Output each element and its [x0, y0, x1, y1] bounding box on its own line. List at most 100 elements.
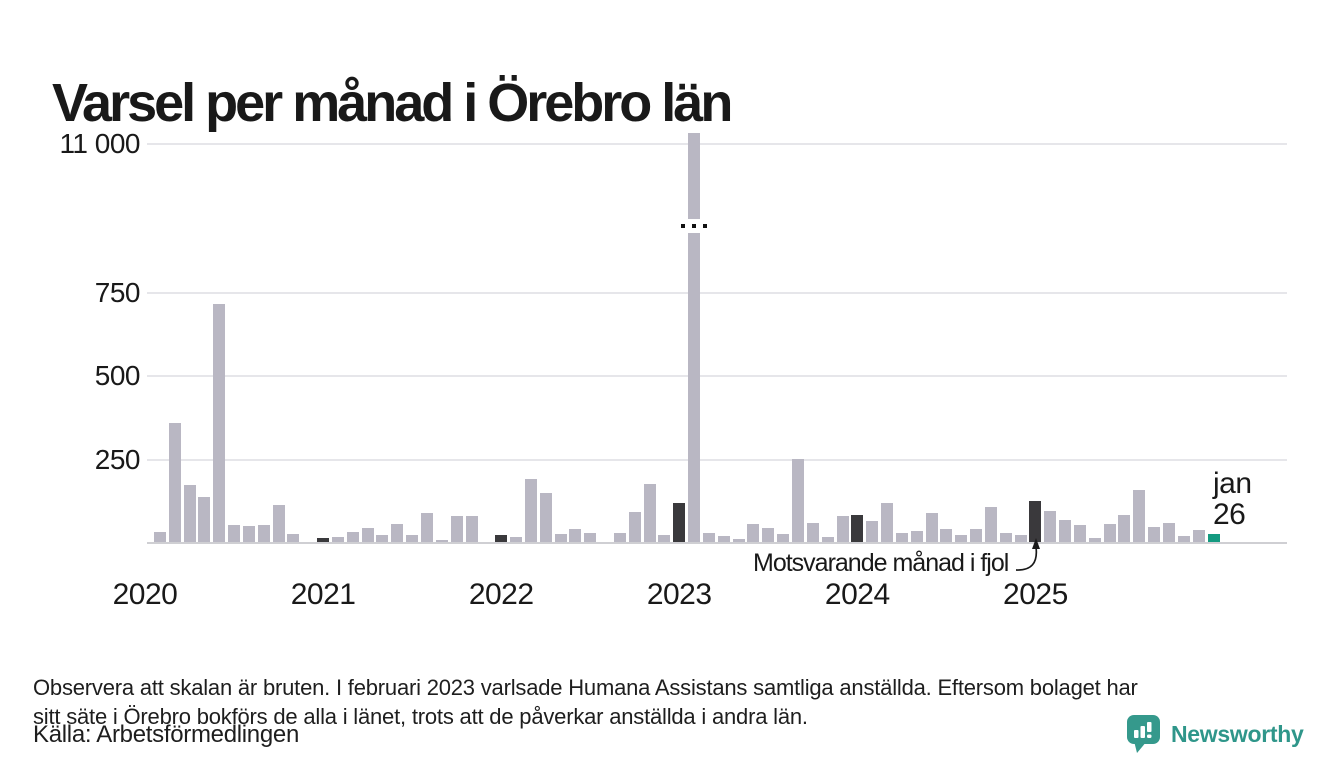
bar-2023-01 — [673, 503, 686, 542]
bar-2020-09 — [257, 525, 270, 542]
x-axis-year-label-2022: 2022 — [468, 578, 534, 611]
bar-2021-01 — [317, 538, 330, 542]
bar-2024-09 — [970, 529, 982, 542]
bar-2025-07 — [1118, 515, 1131, 542]
chart-title: Varsel per månad i Örebro län — [52, 73, 733, 134]
bar-2020-03 — [168, 423, 181, 542]
bar-2023-07 — [762, 528, 775, 542]
bar-2022-11 — [643, 484, 656, 542]
bar-2021-09 — [435, 540, 448, 542]
bar-2022-03 — [524, 479, 537, 542]
bar-2022-07 — [584, 533, 597, 542]
bar-2024-04 — [895, 533, 908, 542]
y-axis-tick-label: 750 — [94, 277, 141, 308]
bar-2023-05 — [732, 539, 745, 542]
bar-2021-02 — [331, 537, 344, 542]
bar-2025-04 — [1073, 525, 1086, 542]
current-month-label-month: jan — [1213, 467, 1252, 500]
x-axis-year-label-2025: 2025 — [1003, 578, 1068, 611]
bar-2024-08 — [955, 535, 968, 542]
x-axis-year-label-2023: 2023 — [646, 578, 712, 611]
bar-2020-06 — [213, 304, 226, 542]
newsworthy-bar-chart-bubble-icon — [1127, 715, 1160, 753]
bar-2024-11 — [999, 533, 1012, 542]
y-axis-tick-label: 11 000 — [59, 128, 140, 159]
current-month-label-year: 26 — [1213, 498, 1246, 531]
bar-2021-10 — [450, 516, 463, 542]
bar-2020-05 — [198, 497, 211, 542]
bar-2024-07 — [940, 529, 953, 542]
gridline-11000 — [147, 143, 1287, 145]
bar-2025-12 — [1192, 530, 1205, 542]
bar-2024-02 — [866, 521, 879, 542]
bar-2022-04 — [539, 493, 552, 542]
newsworthy-logo: Newsworthy — [1126, 714, 1304, 754]
bar-2022-09 — [613, 533, 626, 542]
bar-2025-11 — [1177, 536, 1190, 542]
bar-2023-12 — [836, 516, 849, 542]
gridline-750 — [147, 292, 1287, 294]
bar-2023-04 — [717, 536, 730, 542]
bar-2021-11 — [465, 516, 478, 542]
bar-2020-02 — [153, 532, 166, 542]
bar-2024-12 — [1014, 535, 1027, 542]
bar-2023-10 — [806, 523, 819, 542]
bar-2020-07 — [228, 525, 240, 542]
bar-2023-08 — [777, 534, 790, 542]
footnote-line-1: Observera att skalan är bruten. I februa… — [33, 675, 1138, 700]
x-axis-year-label-2024: 2024 — [824, 578, 890, 611]
y-axis-tick-label: 500 — [94, 360, 141, 392]
bar-2025-08 — [1133, 490, 1146, 542]
bar-2022-10 — [628, 512, 641, 542]
bar-2022-06 — [569, 529, 582, 542]
bar-2021-04 — [361, 528, 374, 542]
bar-2025-02 — [1044, 511, 1057, 542]
bar-2025-01 — [1029, 501, 1042, 542]
bar-2021-08 — [421, 513, 433, 542]
bar-2023-06 — [747, 524, 760, 542]
y-axis-tick-label: 250 — [94, 443, 141, 475]
bar-2023-02-upper — [688, 133, 701, 219]
gridline-250 — [147, 458, 1287, 461]
x-axis-year-label-2020: 2020 — [112, 578, 178, 611]
bar-2023-03 — [702, 533, 715, 542]
bar-2025-09 — [1148, 527, 1161, 542]
bar-2024-01 — [851, 515, 864, 542]
x-axis-year-label-2021: 2021 — [290, 578, 356, 611]
scale-break-dots — [692, 224, 697, 228]
footnote-line-2: sitt säte i Örebro bokförs de alla i län… — [33, 704, 808, 729]
bar-2023-02-lower — [688, 233, 701, 542]
bar-2023-11 — [821, 537, 834, 542]
scale-break-dots — [703, 224, 708, 228]
bar-2024-05 — [910, 531, 923, 542]
bar-2021-05 — [376, 535, 389, 542]
current-month-label: jan 26 — [1213, 468, 1252, 530]
annotation-arrow — [1015, 538, 1040, 571]
bar-2022-02 — [510, 537, 522, 542]
newsworthy-wordmark: Newsworthy — [1171, 720, 1304, 747]
bar-2026-01 — [1207, 534, 1220, 542]
bar-2022-05 — [554, 534, 567, 542]
bar-2020-04 — [183, 485, 196, 542]
bar-2020-08 — [242, 526, 255, 542]
bar-2021-07 — [406, 535, 419, 542]
bar-2021-06 — [391, 524, 404, 542]
bar-2025-03 — [1059, 520, 1072, 542]
bar-2025-05 — [1088, 538, 1101, 542]
gridline-500 — [147, 375, 1287, 378]
bar-2021-03 — [346, 532, 359, 542]
bar-2020-10 — [272, 505, 285, 542]
footnote: Observera att skalan är bruten. I februa… — [33, 673, 1138, 731]
scale-break-dots — [681, 224, 686, 228]
bar-2020-11 — [287, 534, 300, 542]
bar-2023-09 — [792, 459, 804, 542]
bar-2025-10 — [1163, 523, 1175, 542]
x-axis-baseline — [147, 542, 1287, 544]
source-label: Källa: Arbetsförmedlingen — [33, 721, 299, 748]
annotation-label: Motsvarande månad i fjol — [753, 549, 1009, 577]
bar-2024-06 — [925, 513, 938, 542]
bar-2022-01 — [495, 535, 508, 542]
bar-2024-03 — [881, 503, 893, 542]
bar-2024-10 — [984, 507, 997, 542]
